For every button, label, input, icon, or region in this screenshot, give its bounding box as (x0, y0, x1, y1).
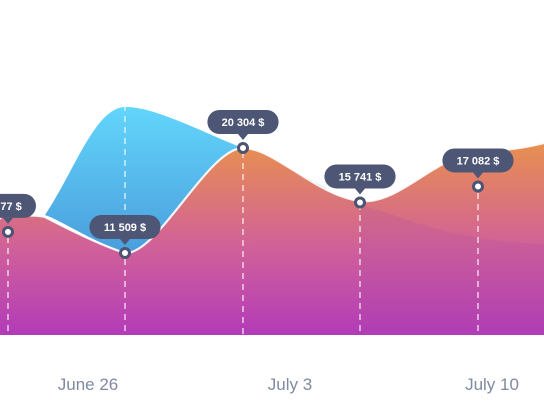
value-tooltip: 11 509 $ (89, 215, 161, 245)
tooltip-pointer (3, 217, 13, 224)
data-point[interactable] (2, 225, 14, 238)
tooltip-value: 11 509 $ (104, 222, 146, 234)
value-tooltip: 17 082 $ (442, 148, 514, 179)
x-tick-label: July 10 (465, 375, 519, 394)
front-series-area (0, 143, 544, 335)
tooltip-box (207, 110, 279, 134)
data-point[interactable] (119, 247, 131, 259)
tooltip-pointer (473, 172, 483, 179)
lower-band-shade (360, 205, 544, 335)
x-tick-label: June 26 (58, 375, 119, 394)
tooltip-box (442, 148, 514, 173)
data-point[interactable] (472, 180, 484, 193)
tooltip-pointer (355, 188, 365, 195)
tooltip-box (0, 193, 36, 218)
tooltip-pointer (120, 239, 130, 245)
tooltip-pointer (238, 134, 248, 140)
value-tooltip: 20 304 $ (207, 110, 279, 140)
value-tooltip: 277 $ (0, 193, 36, 224)
value-tooltip: 15 741 $ (324, 164, 396, 195)
tooltip-value: 17 082 $ (457, 155, 500, 167)
data-point[interactable] (354, 196, 366, 209)
x-tick-label: July 3 (268, 375, 312, 394)
tooltip-value: 277 $ (0, 201, 22, 213)
data-point[interactable] (237, 142, 249, 154)
tooltip-value: 20 304 $ (222, 117, 265, 129)
tooltip-box (89, 215, 161, 239)
tooltip-box (324, 164, 396, 189)
tooltip-value: 15 741 $ (339, 171, 382, 183)
